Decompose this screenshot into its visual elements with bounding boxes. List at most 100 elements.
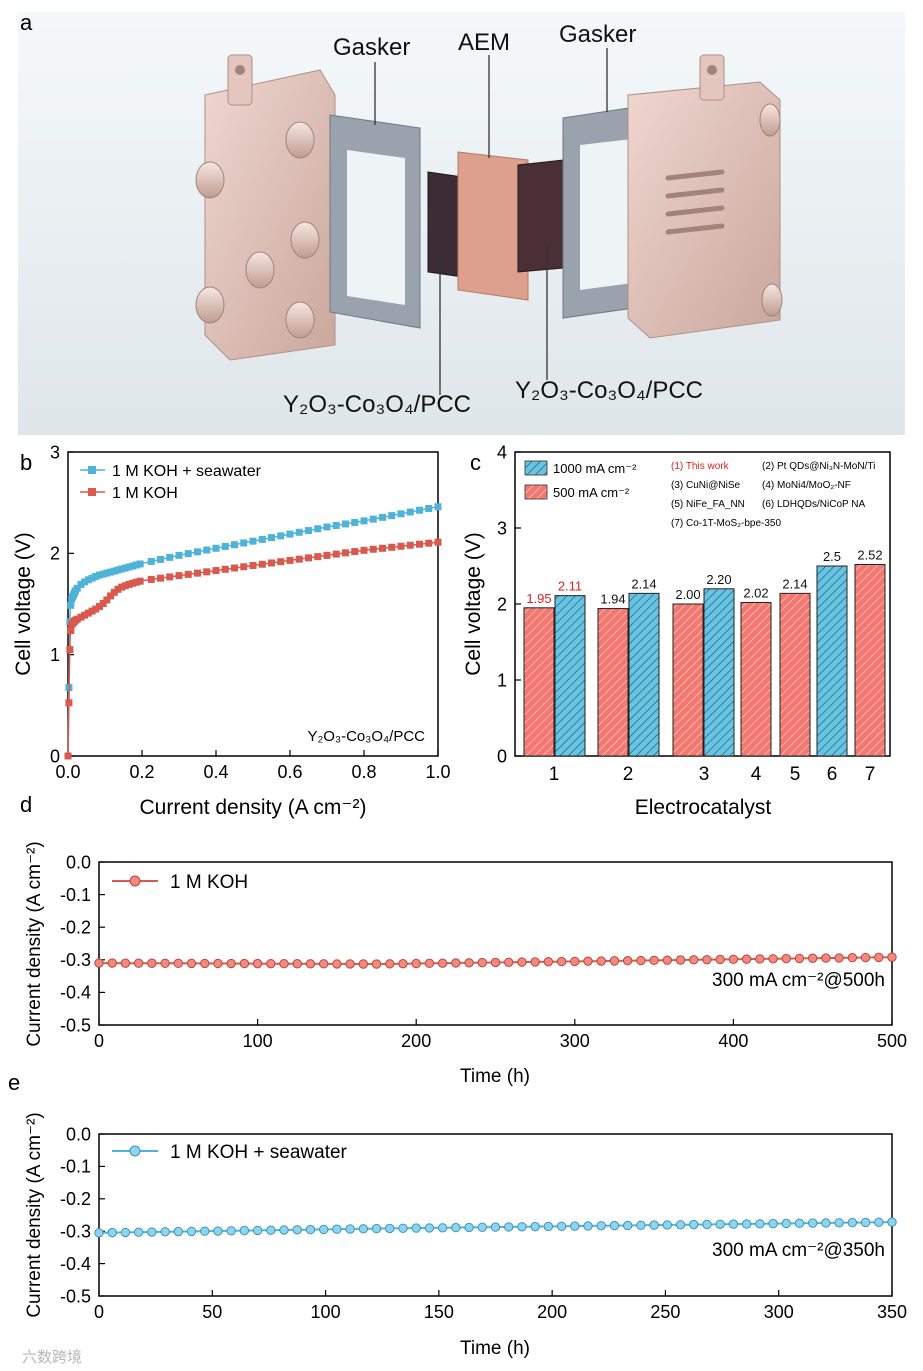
legend-label-koh-d: 1 M KOH [170,872,248,893]
bolt-3 [245,251,275,289]
e-series-marker [371,1223,382,1234]
b-series-marker-1 [157,574,164,582]
panel-c: c 0 1 2 3 4 1 2 3 4 5 6 7 1.95 2.11 1.94 2.14 2.00 2.20… [462,442,891,819]
b-series-marker-0 [67,601,75,609]
d-series-marker [556,956,567,967]
b-series-marker-1 [397,542,405,550]
e-series-marker [411,1223,421,1233]
b-xtick-label: 1.0 [425,762,450,782]
d-series-marker [874,952,884,963]
legend-swatch-1000 [524,460,548,476]
e-series-marker [279,1225,289,1235]
b-series-marker-1 [121,582,129,590]
b-ytick-label: 1 [50,645,60,665]
b-series-marker-0 [103,569,111,577]
d-series-marker [252,958,263,969]
e-xtick-label: 250 [650,1302,680,1322]
panel-b-x-label: Current density (A cm⁻²) [140,796,367,819]
c-bar-label: 1.94 [600,592,625,607]
b-series-marker-0 [369,515,377,523]
leader-lines [374,48,608,395]
d-ytick-label: -0.5 [60,1015,91,1035]
e-series-marker [874,1217,884,1227]
c-ytick-label: 3 [497,518,507,538]
legend-marker-seawater [88,466,96,474]
c-xtick-label: 1 [549,764,560,785]
c-bar-2-500 [597,608,629,757]
e-series-marker [147,1227,157,1237]
e-series-marker [345,1224,355,1234]
b-series-marker-0 [132,561,140,569]
e-ytick-label: -0.4 [60,1254,91,1274]
legend-label-1000: 1000 mA cm⁻² [553,461,637,476]
d-xtick-label: 400 [718,1031,748,1051]
left-tab-hole [235,65,245,75]
legend-label-seawater: 1 M KOH + seawater [112,463,262,480]
b-ytick-label: 2 [50,544,60,564]
left-end-plate [204,69,336,361]
panel-e-y-label: Current density (A cm⁻²) [24,1112,45,1317]
b-series-marker-0 [379,513,386,521]
d-series-marker [781,953,791,964]
e-series-marker [622,1220,633,1231]
c-bar-label: 1.95 [526,591,551,606]
b-ytick-label: 0 [50,746,60,766]
d-series-marker [358,959,369,969]
d-series-marker [530,957,540,967]
d-series-marker [543,957,554,967]
b-series-marker-1 [379,544,386,552]
b-series-marker-0 [360,517,368,525]
b-series-marker-0 [175,551,183,559]
b-series-marker-1 [295,555,303,563]
b-series-marker-1 [351,548,359,556]
e-series-marker [517,1222,527,1232]
d-series-marker [728,954,739,964]
b-xtick-label: 0.8 [351,762,376,782]
legend-marker-koh-d [129,875,141,887]
e-series-marker [332,1224,342,1234]
e-series-marker [781,1218,791,1229]
b-series-marker-0 [125,563,133,571]
b-series-marker-1 [369,545,377,553]
b-series-marker-1 [110,588,118,596]
d-series-marker [385,959,395,969]
catalyst-1: (1) This work [671,461,730,472]
b-ytick-label: 3 [50,442,60,462]
e-series-marker [464,1222,474,1233]
e-series-marker [424,1223,435,1233]
b-series-marker-0 [416,506,423,514]
e-series-marker [821,1218,831,1228]
panel-d-annotation: 300 mA cm⁻²@500h [712,970,885,991]
d-series-marker [424,958,435,969]
d-series-marker [94,958,104,968]
e-series-marker [675,1220,686,1230]
b-series-marker-0 [295,528,303,536]
b-series-marker-0 [397,510,405,518]
b-series-marker-0 [425,504,433,512]
d-xtick-label: 0 [94,1031,104,1051]
b-series-marker-1 [175,572,183,580]
panel-c-letter: c [470,450,481,475]
d-series-marker [477,957,487,968]
e-series-marker [252,1225,263,1236]
bolt-6 [285,301,315,339]
b-series-marker-1 [231,564,238,572]
b-series-marker-0 [110,567,118,575]
e-series-marker [173,1226,184,1237]
d-series-marker [689,955,699,965]
e-series-marker [583,1221,593,1231]
c-xtick-label: 7 [865,764,876,785]
b-xtick-label: 0.0 [55,762,80,782]
b-xtick-label: 0.4 [203,762,228,782]
e-series-marker [398,1223,408,1233]
d-xtick-label: 200 [401,1031,431,1051]
c-bar-4-500 [740,601,772,757]
d-xtick-label: 500 [877,1031,907,1051]
panel-e-annotation: 300 mA cm⁻²@350h [712,1240,885,1261]
e-series-marker [160,1227,170,1237]
b-series-marker-0 [136,560,144,568]
c-bar-label: 2.02 [743,585,768,600]
b-series-marker-0 [388,512,396,520]
d-series-marker [345,959,355,969]
b-series-marker-0 [240,539,248,547]
